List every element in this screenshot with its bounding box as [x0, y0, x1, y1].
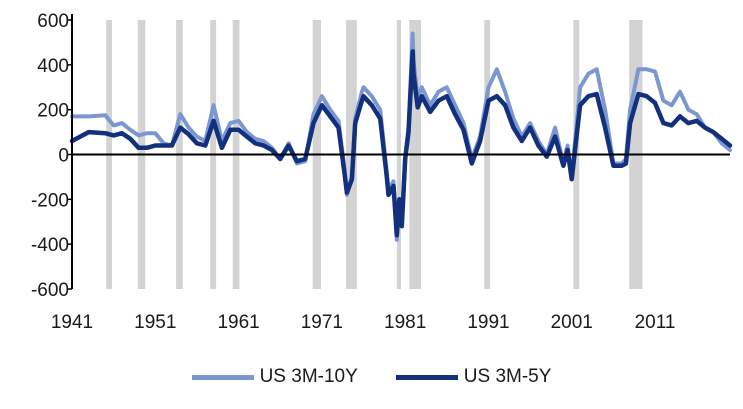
series-lines — [69, 31, 733, 242]
x-tick-label: 1961 — [217, 312, 259, 333]
x-tick-label: 2001 — [551, 312, 593, 333]
x-tick-label: 1951 — [134, 312, 176, 333]
legend: US 3M-10Y US 3M-5Y — [0, 362, 743, 392]
legend-label-series-1: US 3M-10Y — [259, 366, 358, 387]
x-tick-label: 1991 — [467, 312, 509, 333]
x-tick-label: 1971 — [301, 312, 343, 333]
legend-label-series-2: US 3M-5Y — [463, 366, 552, 387]
axes: 600 400 200 0 -200 -400 -600 1941 1951 1961 1971 19… — [31, 11, 730, 333]
y-tick-label: -200 — [31, 190, 69, 211]
y-tick-label: 0 — [58, 146, 69, 167]
legend-swatch-series-1 — [191, 374, 254, 380]
series-line-2 — [69, 49, 733, 238]
y-tick-label: -600 — [31, 280, 69, 301]
x-tick-label: 1941 — [51, 312, 93, 333]
x-tick-label: 1981 — [384, 312, 426, 333]
legend-swatch-series-2 — [395, 374, 458, 380]
y-tick-label: 200 — [37, 101, 69, 122]
y-tick-label: 400 — [37, 56, 69, 77]
x-tick-label: 2011 — [635, 312, 676, 333]
legend-item-series-2: US 3M-5Y — [395, 366, 552, 388]
legend-item-series-1: US 3M-10Y — [191, 366, 358, 388]
y-tick-label: -400 — [31, 235, 69, 256]
y-tick-label: 600 — [37, 11, 69, 32]
